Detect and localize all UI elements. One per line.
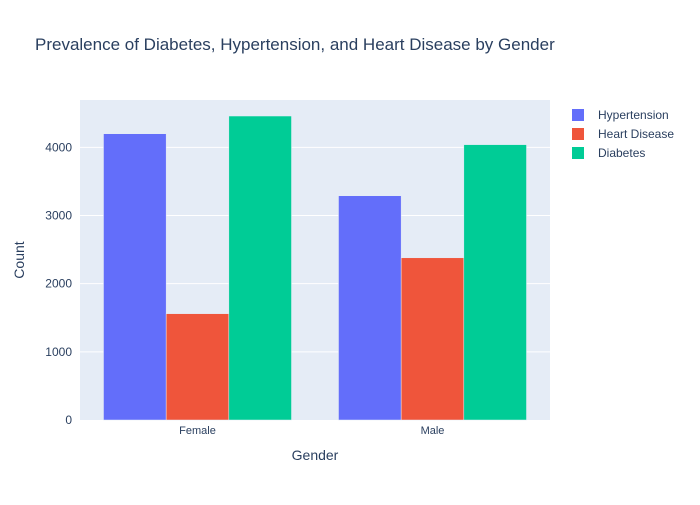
x-tick-label: Female [179,425,216,437]
legend-label: Hypertension [598,108,669,122]
y-tick-labels: 0 1000 2000 3000 4000 [45,140,72,427]
legend-label: Diabetes [598,146,645,160]
bar-diabetes-male [463,144,527,421]
y-tick-label: 1000 [45,345,72,359]
bar-hypertension-female [103,133,167,421]
legend-swatch [572,128,584,140]
bar-hypertension-male [338,195,402,421]
legend-label: Heart Disease [598,127,674,141]
y-tick-label: 2000 [45,277,72,291]
y-tick-label: 4000 [45,140,72,154]
chart-title: Prevalence of Diabetes, Hypertension, an… [35,35,555,54]
y-axis-label: Count [11,241,27,278]
x-tick-labels: Female Male [179,425,444,437]
bar-heart-disease-male [400,257,465,421]
bars [103,115,527,421]
legend: Hypertension Heart Disease Diabetes [572,108,674,160]
legend-swatch [572,109,584,121]
legend-swatch [572,147,584,159]
bar-heart-disease-female [165,313,230,421]
y-tick-label: 3000 [45,209,72,223]
x-axis-label: Gender [292,447,339,463]
bar-diabetes-female [228,115,292,421]
x-tick-label: Male [421,425,445,437]
y-tick-label: 0 [65,413,72,427]
